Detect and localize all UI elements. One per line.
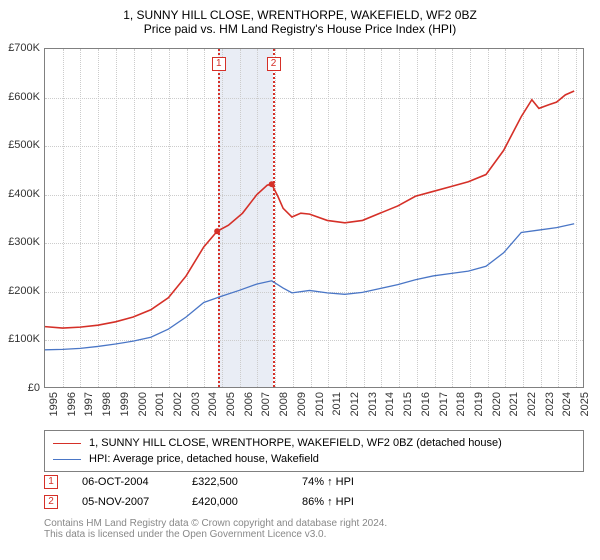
legend-item: 1, SUNNY HILL CLOSE, WRENTHORPE, WAKEFIE… [53,435,575,451]
legend-label: HPI: Average price, detached house, Wake… [89,453,319,465]
legend-item: HPI: Average price, detached house, Wake… [53,451,575,467]
y-axis-label: £200K [8,285,40,297]
x-axis-label: 2009 [296,392,308,416]
footer-line: Contains HM Land Registry data © Crown c… [44,518,387,529]
x-axis-label: 2022 [526,392,538,416]
x-axis-label: 2010 [314,392,326,416]
x-axis-label: 1996 [66,392,78,416]
x-axis-label: 2021 [508,392,520,416]
x-axis-label: 2003 [190,392,202,416]
chart-plot-area: 12 [44,48,584,388]
transaction-marker: 1 [44,475,58,489]
x-axis-label: 2024 [561,392,573,416]
x-axis-label: 2025 [579,392,591,416]
transaction-marker: 2 [44,495,58,509]
x-axis-label: 2019 [473,392,485,416]
x-axis-label: 2016 [420,392,432,416]
legend-label: 1, SUNNY HILL CLOSE, WRENTHORPE, WAKEFIE… [89,437,502,449]
y-axis-label: £400K [8,188,40,200]
transaction-date: 05-NOV-2007 [82,496,192,508]
x-axis-label: 2012 [349,392,361,416]
transaction-hpi: 86% ↑ HPI [302,496,412,508]
x-axis-label: 2020 [491,392,503,416]
x-axis-label: 2006 [243,392,255,416]
x-axis-label: 1999 [119,392,131,416]
x-axis-label: 2002 [172,392,184,416]
legend-swatch [53,459,81,460]
y-axis-label: £0 [28,382,40,394]
x-axis-label: 2014 [384,392,396,416]
y-axis-label: £300K [8,236,40,248]
x-axis-label: 2007 [260,392,272,416]
x-axis-label: 2015 [402,392,414,416]
x-axis-label: 2000 [137,392,149,416]
x-axis-label: 1995 [48,392,60,416]
x-axis-label: 2005 [225,392,237,416]
x-axis-label: 1997 [83,392,95,416]
x-axis-label: 2004 [207,392,219,416]
footer-line: This data is licensed under the Open Gov… [44,529,387,540]
transaction-row: 2 05-NOV-2007£420,00086% ↑ HPI [44,492,412,512]
x-axis-label: 2013 [367,392,379,416]
chart-title: 1, SUNNY HILL CLOSE, WRENTHORPE, WAKEFIE… [0,0,600,22]
x-axis-label: 2017 [438,392,450,416]
transaction-date: 06-OCT-2004 [82,476,192,488]
x-axis-label: 2011 [331,392,343,416]
footer-attribution: Contains HM Land Registry data © Crown c… [44,518,387,540]
y-axis-label: £500K [8,139,40,151]
y-axis-label: £700K [8,42,40,54]
transaction-price: £322,500 [192,476,302,488]
transaction-table: 1 06-OCT-2004£322,50074% ↑ HPI 2 05-NOV-200… [44,472,412,512]
x-axis-label: 2023 [544,392,556,416]
transaction-price: £420,000 [192,496,302,508]
legend-swatch [53,443,81,444]
transaction-row: 1 06-OCT-2004£322,50074% ↑ HPI [44,472,412,492]
y-axis-label: £600K [8,91,40,103]
x-axis-label: 2001 [154,392,166,416]
x-axis-label: 2018 [455,392,467,416]
x-axis-label: 1998 [101,392,113,416]
transaction-hpi: 74% ↑ HPI [302,476,412,488]
chart-subtitle: Price paid vs. HM Land Registry's House … [0,22,600,40]
y-axis-label: £100K [8,333,40,345]
legend: 1, SUNNY HILL CLOSE, WRENTHORPE, WAKEFIE… [44,430,584,472]
x-axis-label: 2008 [278,392,290,416]
